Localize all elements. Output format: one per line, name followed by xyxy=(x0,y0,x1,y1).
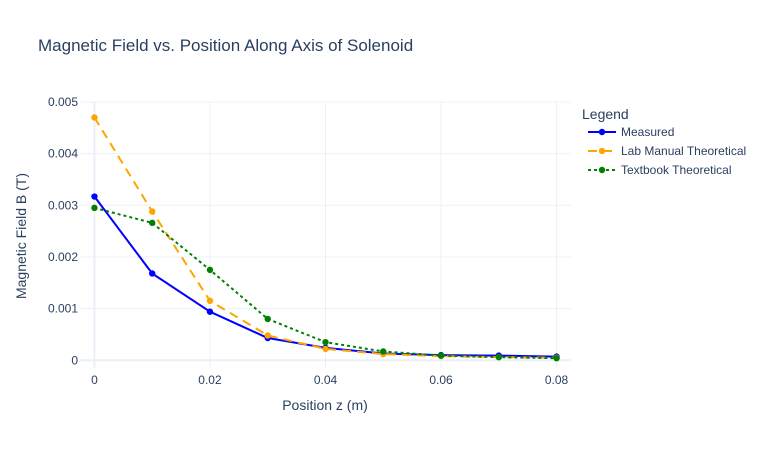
data-point xyxy=(206,266,214,274)
series-3 xyxy=(91,204,560,362)
x-axis-label: Position z (m) xyxy=(282,397,368,413)
y-tick-label: 0.005 xyxy=(48,95,78,109)
data-point xyxy=(437,352,445,359)
data-point xyxy=(553,354,560,362)
grid-layer xyxy=(80,101,571,368)
legend-item[interactable]: Lab Manual Theoretical xyxy=(588,144,746,158)
legend-title: Legend xyxy=(582,106,629,122)
x-tick-label: 0.02 xyxy=(198,373,222,387)
data-point xyxy=(91,114,98,121)
data-point xyxy=(149,270,156,277)
data-point xyxy=(264,315,271,323)
data-point xyxy=(322,338,329,346)
chart-title: Magnetic Field vs. Position Along Axis o… xyxy=(38,36,413,55)
x-tick-label: 0.08 xyxy=(545,373,569,387)
y-tick-label: 0 xyxy=(71,353,78,367)
data-point xyxy=(91,193,98,200)
legend-item[interactable]: Textbook Theoretical xyxy=(588,163,732,177)
y-tick-label: 0.002 xyxy=(48,250,78,264)
data-point xyxy=(149,219,156,227)
x-tick-label: 0 xyxy=(91,373,98,387)
data-point xyxy=(495,353,502,361)
tick-layer: 0 0.001 0.002 0.003 0.004 0.005 0 0.02 0.04 0.06 0… xyxy=(48,95,569,387)
data-point xyxy=(149,208,156,215)
data-point xyxy=(206,297,214,305)
data-point xyxy=(206,308,214,315)
data-point xyxy=(322,345,329,353)
legend-label: Textbook Theoretical xyxy=(621,163,732,177)
y-tick-label: 0.004 xyxy=(48,147,78,161)
data-point xyxy=(264,332,271,339)
legend-swatch-marker xyxy=(598,147,606,155)
legend[interactable]: Legend Measured Lab Manual Theoretical Tex… xyxy=(582,106,746,177)
data-point xyxy=(91,204,98,212)
y-tick-label: 0.003 xyxy=(48,198,78,212)
legend-label: Lab Manual Theoretical xyxy=(621,144,746,158)
y-tick-label: 0.001 xyxy=(48,302,78,316)
series-layer xyxy=(91,114,560,362)
x-tick-label: 0.04 xyxy=(314,373,338,387)
y-axis-label: Magnetic Field B (T) xyxy=(13,173,29,299)
x-tick-label: 0.06 xyxy=(429,373,453,387)
legend-swatch-marker xyxy=(598,166,606,174)
data-point xyxy=(380,348,387,355)
legend-item[interactable]: Measured xyxy=(588,125,674,139)
legend-swatch-marker xyxy=(598,128,606,136)
legend-label: Measured xyxy=(621,125,674,139)
